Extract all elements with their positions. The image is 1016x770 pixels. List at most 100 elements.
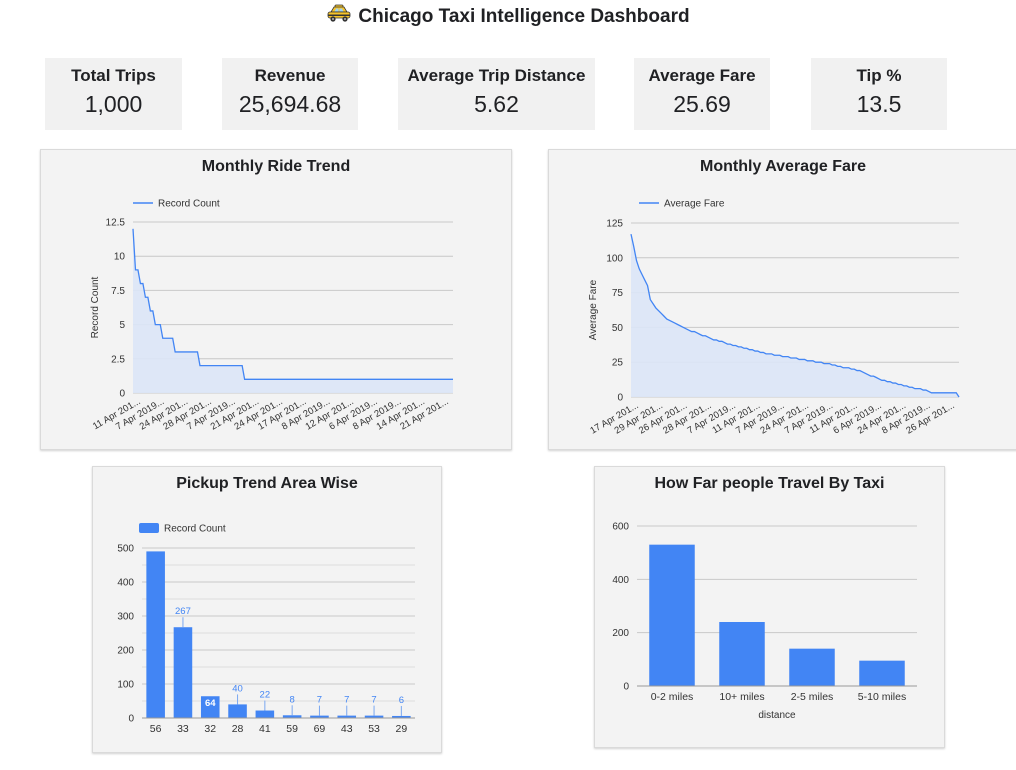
y-tick-label: 125: [606, 219, 623, 230]
x-tick-label: 69: [314, 723, 326, 735]
x-tick-label: 0-2 miles: [651, 691, 694, 703]
x-tick-label: 43: [341, 723, 353, 735]
x-tick-label: 32: [204, 723, 216, 735]
y-tick-label: 12.5: [106, 218, 126, 229]
y-tick-label: 200: [612, 628, 629, 639]
y-tick-label: 10: [114, 252, 126, 263]
y-axis-label: Average Fare: [588, 279, 599, 340]
y-tick-label: 100: [606, 253, 623, 264]
kpi-tip-percent: Tip % 13.5: [811, 58, 947, 130]
kpi-label: Revenue: [254, 66, 326, 85]
y-tick-label: 0: [119, 389, 125, 400]
data-label: 64: [205, 698, 216, 709]
kpi-label: Total Trips: [71, 66, 156, 85]
data-label: 7: [344, 695, 349, 706]
bar: [282, 715, 302, 718]
kpi-value: 5.62: [474, 91, 519, 117]
series-line: [630, 233, 960, 398]
bar: [146, 551, 165, 718]
data-label: 7: [371, 695, 376, 706]
bar: [255, 710, 275, 718]
kpi-label: Tip %: [856, 66, 902, 85]
kpi-average-trip-distance: Average Trip Distance 5.62: [398, 58, 595, 130]
kpi-label: Average Trip Distance: [407, 66, 586, 85]
bar: [392, 715, 411, 718]
chart-title: How Far people Travel By Taxi: [654, 475, 885, 492]
legend-label: Record Count: [158, 199, 220, 210]
kpi-value: 1,000: [84, 91, 143, 117]
bar: [364, 715, 384, 718]
monthly-ride-trend-card: Monthly Ride Trend 0 2.5 5 7.5 10 12.5 Record …: [40, 149, 512, 450]
pickup-trend-chart: 0 100 200 300 400 500 56 33 267 32 64 28 40 41 22 59 8 69…: [117, 523, 415, 735]
y-tick-label: 200: [117, 646, 134, 657]
bar: [719, 622, 765, 686]
y-tick-label: 400: [117, 578, 134, 589]
taxi-icon: [326, 4, 352, 30]
y-tick-label: 7.5: [111, 286, 125, 297]
kpi-total-trips: Total Trips 1,000: [45, 58, 182, 130]
pickup-trend-card: Pickup Trend Area Wise 0 100 200 300 400 500 5…: [92, 466, 442, 753]
legend-label: Average Fare: [664, 199, 725, 210]
y-tick-label: 25: [612, 358, 624, 369]
page-title: Chicago Taxi Intelligence Dashboard: [0, 4, 1016, 30]
legend-swatch: [139, 523, 159, 533]
chart-title: Pickup Trend Area Wise: [176, 475, 358, 492]
y-tick-label: 5: [119, 320, 125, 331]
y-tick-label: 50: [612, 323, 624, 334]
kpi-average-fare: Average Fare 25.69: [634, 58, 770, 130]
chart-title: Monthly Ride Trend: [201, 158, 351, 175]
chart-title: Monthly Average Fare: [700, 158, 866, 175]
y-axis-label: Record Count: [90, 276, 101, 338]
bar: [173, 627, 193, 718]
kpi-label: Average Fare: [648, 66, 756, 85]
y-tick-label: 75: [612, 288, 624, 299]
kpi-value: 25,694.68: [238, 91, 342, 117]
series-line: [132, 228, 453, 380]
y-tick-label: 100: [117, 680, 134, 691]
bar: [649, 544, 695, 686]
x-tick-label: 5-10 miles: [858, 691, 906, 703]
kpi-value: 13.5: [856, 91, 902, 117]
series-area: [631, 234, 959, 397]
x-tick-label: 53: [368, 723, 380, 735]
travel-distance-card: How Far people Travel By Taxi 0 200 400 600…: [594, 466, 945, 748]
x-axis-label: distance: [758, 710, 796, 721]
x-tick-label: 29: [396, 723, 408, 735]
x-tick-label: 2-5 miles: [791, 691, 834, 703]
bar: [859, 660, 905, 686]
data-label: 8: [290, 694, 295, 705]
bar: [310, 715, 329, 718]
bar: [200, 696, 220, 718]
kpi-revenue: Revenue 25,694.68: [222, 58, 358, 130]
y-tick-label: 400: [612, 575, 629, 586]
y-tick-label: 0: [128, 714, 134, 725]
bar: [228, 704, 247, 718]
series-area: [133, 228, 453, 393]
x-tick-label: 33: [177, 723, 189, 735]
data-label: 7: [317, 695, 322, 706]
y-tick-label: 300: [117, 612, 134, 623]
y-tick-label: 0: [623, 682, 629, 693]
data-label: 40: [232, 683, 243, 694]
y-tick-label: 500: [117, 544, 134, 555]
x-tick-label: 41: [259, 723, 271, 735]
data-label: 6: [399, 695, 404, 706]
bar: [337, 715, 357, 718]
x-tick-label: 59: [286, 723, 298, 735]
data-label: 22: [260, 690, 271, 701]
x-tick-label: 28: [232, 723, 244, 735]
bar: [789, 648, 835, 686]
y-tick-label: 600: [612, 522, 629, 533]
x-tick-label: 10+ miles: [719, 691, 764, 703]
dashboard-title: Chicago Taxi Intelligence Dashboard: [358, 6, 690, 27]
y-tick-label: 0: [617, 393, 623, 404]
x-tick-label: 56: [150, 723, 162, 735]
kpi-value: 25.69: [673, 91, 731, 117]
travel-distance-chart: 0 200 400 600 0-2 miles 10+ miles 2-5 miles 5-1…: [612, 522, 917, 721]
y-tick-label: 2.5: [111, 354, 125, 365]
data-label: 267: [175, 606, 191, 617]
legend-label: Record Count: [164, 524, 226, 535]
monthly-average-fare-card: Monthly Average Fare 0 25 50 75 100 125 Averag…: [548, 149, 1016, 450]
